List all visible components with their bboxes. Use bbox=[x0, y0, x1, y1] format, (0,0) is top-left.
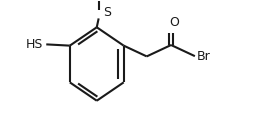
Text: HS: HS bbox=[25, 38, 43, 51]
Text: O: O bbox=[169, 15, 179, 29]
Text: S: S bbox=[103, 6, 111, 19]
Text: Br: Br bbox=[197, 50, 211, 63]
